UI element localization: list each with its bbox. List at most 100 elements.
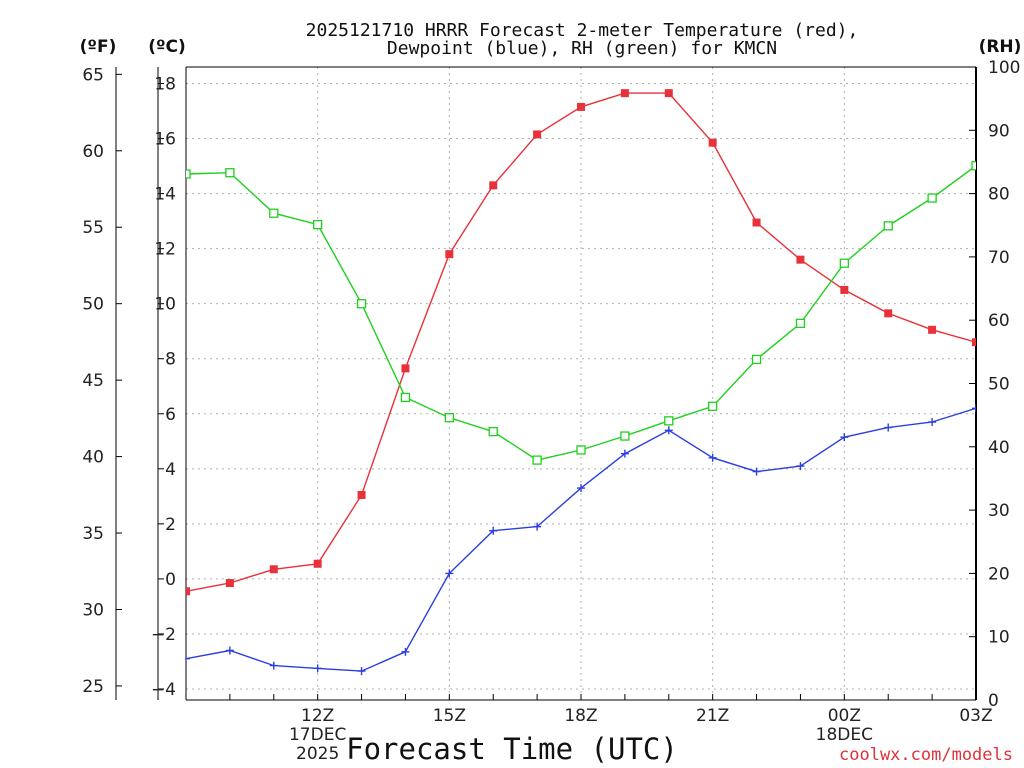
temperature-point xyxy=(533,130,542,139)
chart-title-line-2: Dewpoint (blue), RH (green) for KMCN xyxy=(387,38,777,59)
rh-point xyxy=(839,258,849,268)
celsius-tick-label: 6 xyxy=(165,405,176,425)
rh-point xyxy=(664,416,674,426)
celsius-tick-label: −2 xyxy=(151,625,176,645)
rh-tick-label: 60 xyxy=(988,311,1010,331)
x-tick-label: 18Z xyxy=(564,706,597,726)
x-tick-label: 12Z xyxy=(301,706,334,726)
dewpoint-point xyxy=(313,664,322,673)
dewpoint-point xyxy=(972,404,976,413)
rh-tick-label: 20 xyxy=(988,564,1010,584)
temperature-point xyxy=(1016,344,1024,352)
rh-tick-label: 80 xyxy=(988,185,1010,205)
temperature-point xyxy=(269,565,278,574)
dewpoint-point xyxy=(186,654,190,663)
tick-labels: −4 −2 0 2 4 6 8 10 12 14 16 18 25 30 35 40 45 50 55 60 65 0 10… xyxy=(82,58,1020,764)
dewpoint-point xyxy=(445,569,454,578)
x-tick-label: 2025 xyxy=(296,744,339,764)
celsius-tick-label: 16 xyxy=(154,130,176,150)
rh-tick-label: 70 xyxy=(988,248,1010,268)
dewpoint-line xyxy=(186,407,976,672)
temperature-line xyxy=(186,92,976,592)
rh-point xyxy=(883,221,893,231)
temperature-point xyxy=(225,579,234,588)
fahrenheit-tick-label: 60 xyxy=(82,142,104,162)
fahrenheit-unit-label: (ºF) xyxy=(80,37,117,57)
temperature-point xyxy=(401,364,410,373)
x-tick-label: 17DEC xyxy=(289,725,346,745)
rh-point xyxy=(269,208,279,218)
temperature-point xyxy=(796,255,805,264)
grid-lines xyxy=(186,67,977,700)
temperature-point xyxy=(972,338,976,347)
dewpoint-point xyxy=(840,433,849,442)
rh-point xyxy=(1016,139,1024,147)
source-credit: coolwx.com/models xyxy=(839,745,1013,765)
rh-tick-label: 30 xyxy=(988,501,1010,521)
rh-tick-label: 90 xyxy=(988,121,1010,141)
fahrenheit-tick-label: 45 xyxy=(82,371,104,391)
celsius-tick-label: 8 xyxy=(165,350,176,370)
temperature-point xyxy=(708,138,717,147)
rh-tick-label: 40 xyxy=(988,438,1010,458)
fahrenheit-tick-label: 50 xyxy=(82,295,104,315)
rh-point xyxy=(532,455,542,465)
dewpoint-point xyxy=(533,522,542,531)
temperature-point xyxy=(357,490,366,499)
rh-line xyxy=(186,164,976,461)
fahrenheit-tick-label: 40 xyxy=(82,448,104,468)
x-tick-label: 03Z xyxy=(959,706,992,726)
dewpoint-point xyxy=(577,484,585,493)
celsius-tick-label: 12 xyxy=(154,240,176,260)
x-tick-label: 21Z xyxy=(696,706,729,726)
celsius-tick-label: 2 xyxy=(165,515,176,535)
rh-point xyxy=(620,431,630,441)
dewpoint-point xyxy=(884,423,893,432)
rh-point xyxy=(488,426,498,437)
x-tick-label: 00Z xyxy=(828,706,861,726)
dewpoint-point xyxy=(269,661,278,670)
temperature-point xyxy=(884,309,893,318)
dewpoint-point xyxy=(752,467,761,476)
temperature-point xyxy=(489,181,498,190)
rh-point xyxy=(444,413,454,423)
dewpoint-point xyxy=(620,449,629,458)
rh-point xyxy=(927,193,937,203)
rh-point xyxy=(400,392,411,403)
dewpoint-point xyxy=(928,418,937,427)
x-axis-title: Forecast Time (UTC) xyxy=(346,732,678,766)
dewpoint-point xyxy=(1016,393,1024,401)
x-tick-label: 18DEC xyxy=(816,725,873,745)
rh-unit-label: (RH) xyxy=(979,37,1022,57)
dewpoint-point xyxy=(796,462,805,471)
chart-title-line-1: 2025121710 HRRR Forecast 2-meter Tempera… xyxy=(306,20,859,41)
fahrenheit-tick-label: 35 xyxy=(82,524,104,544)
temperature-point xyxy=(752,218,761,227)
rh-point xyxy=(751,354,762,365)
dewpoint-point xyxy=(357,667,366,676)
temperature-point xyxy=(577,102,585,111)
rh-point xyxy=(795,318,806,329)
rh-point xyxy=(225,168,235,178)
rh-point xyxy=(186,169,191,179)
rh-tick-label: 50 xyxy=(988,375,1010,395)
dewpoint-point xyxy=(401,647,410,656)
rh-tick-label: 10 xyxy=(988,628,1010,648)
rh-point xyxy=(313,219,323,230)
celsius-tick-label: 18 xyxy=(154,75,176,95)
celsius-tick-label: 14 xyxy=(154,185,176,205)
rh-point xyxy=(971,161,976,171)
x-tick-label: 15Z xyxy=(433,706,466,726)
celsius-unit-label: (ºC) xyxy=(148,37,186,57)
temperature-point xyxy=(840,285,849,294)
axes xyxy=(115,66,977,701)
fahrenheit-tick-label: 25 xyxy=(82,677,104,697)
celsius-tick-label: 4 xyxy=(165,460,176,480)
rh-point xyxy=(356,299,367,309)
temperature-point xyxy=(186,587,190,596)
dewpoint-point xyxy=(225,646,234,655)
rh-point xyxy=(708,401,718,411)
temperature-point xyxy=(445,250,454,259)
fahrenheit-tick-label: 30 xyxy=(82,600,104,620)
